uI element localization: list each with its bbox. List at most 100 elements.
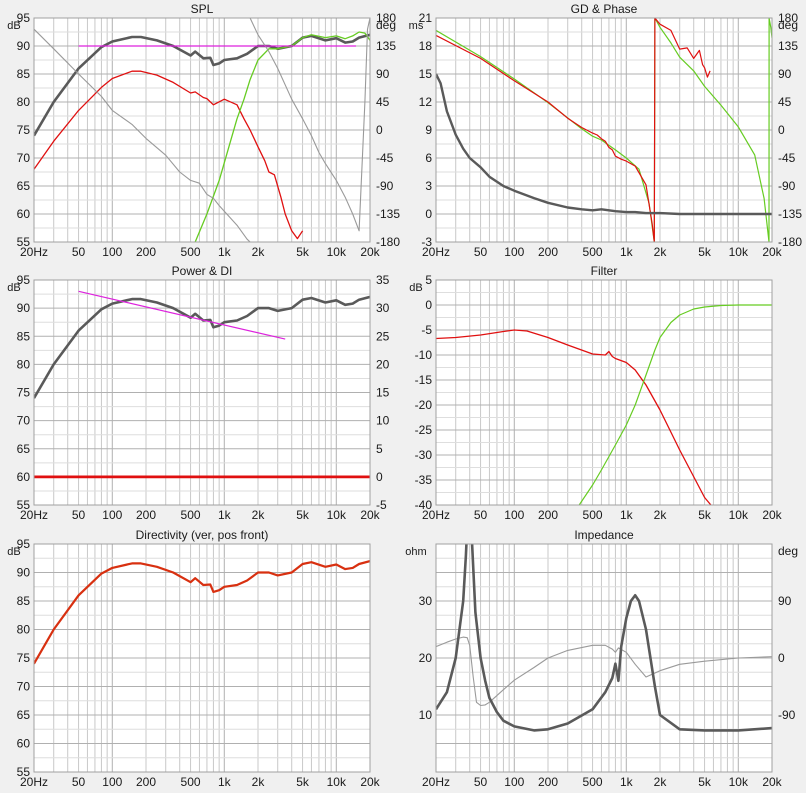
plot-border — [33, 543, 371, 773]
chart-title: Power & DI — [172, 264, 233, 278]
x-tick-label: 100 — [102, 775, 122, 788]
plot-border — [33, 17, 371, 243]
y2-tick-label: 90 — [778, 67, 792, 81]
x-tick-label: 50 — [474, 508, 488, 522]
y-tick-label: 85 — [17, 594, 31, 608]
y-tick-label: 70 — [17, 680, 31, 694]
y2-tick-label: -45 — [778, 151, 796, 165]
y2-tick-label: 90 — [778, 594, 792, 608]
x-tick-label: 200 — [538, 245, 558, 259]
y-tick-label: 80 — [17, 623, 31, 637]
x-tick-label: 2k — [252, 508, 266, 522]
x-tick-label: 200 — [136, 245, 156, 259]
x-tick-label: 50 — [474, 775, 488, 788]
x-tick-label: 20Hz — [422, 245, 450, 259]
y-tick-label: 95 — [17, 537, 31, 551]
series-line-1 — [34, 560, 370, 665]
x-tick-label: 5k — [296, 245, 310, 259]
series-line-4 — [34, 28, 253, 242]
series-line-1 — [436, 636, 772, 707]
y-tick-label: 6 — [425, 151, 432, 165]
x-tick-label: 2k — [654, 508, 668, 522]
x-tick-label: 5k — [698, 508, 712, 522]
y-tick-label: 55 — [17, 235, 31, 249]
x-tick-label: 50 — [474, 245, 488, 259]
x-tick-label: 20Hz — [422, 775, 450, 788]
x-tick-label: 50 — [72, 245, 86, 259]
x-tick-label: 500 — [181, 775, 201, 788]
x-tick-label: 10k — [729, 245, 749, 259]
x-tick-label: 1k — [620, 775, 634, 788]
y-tick-label: 95 — [17, 273, 31, 287]
y-tick-label: -35 — [415, 473, 433, 487]
y2-axis-unit: deg — [376, 18, 396, 32]
y-tick-label: 0 — [425, 298, 432, 312]
x-tick-label: 200 — [136, 508, 156, 522]
y2-tick-label: 135 — [778, 39, 798, 53]
y-tick-label: 85 — [17, 329, 31, 343]
x-tick-label: 500 — [583, 245, 603, 259]
y-tick-label: 9 — [425, 123, 432, 137]
x-tick-label: 20k — [762, 245, 782, 259]
y2-tick-label: -90 — [376, 179, 394, 193]
x-tick-label: 2k — [654, 775, 668, 788]
y2-tick-label: -180 — [778, 235, 802, 249]
series-line-2 — [436, 18, 711, 242]
x-tick-label: 1k — [620, 245, 634, 259]
y-tick-label: 3 — [425, 179, 432, 193]
y-tick-label: 5 — [425, 273, 432, 287]
y-tick-label: 85 — [17, 67, 31, 81]
x-tick-label: 20k — [762, 775, 782, 788]
series-line-1 — [436, 18, 772, 242]
x-tick-label: 5k — [296, 775, 310, 788]
x-tick-label: 20k — [762, 508, 782, 522]
y2-tick-label: 45 — [376, 95, 390, 109]
series-line-2 — [436, 544, 772, 732]
x-tick-label: 1k — [620, 508, 634, 522]
y-axis-unit: dB — [7, 20, 20, 32]
y-tick-label: 30 — [419, 594, 433, 608]
y-tick-label: 0 — [425, 207, 432, 221]
x-tick-label: 500 — [583, 775, 603, 788]
x-tick-label: 5k — [296, 508, 310, 522]
x-tick-label: 500 — [181, 245, 201, 259]
x-tick-label: 20Hz — [422, 508, 450, 522]
y2-tick-label: 10 — [376, 414, 390, 428]
x-tick-label: 50 — [72, 508, 86, 522]
x-tick-label: 20Hz — [20, 775, 48, 788]
chart-panel-2: GD & Phase 20Hz 50 100 200 500 1k 2k 5k 10k 20k -3 0… — [409, 2, 803, 259]
x-tick-label: 50 — [72, 775, 86, 788]
x-tick-label: 500 — [181, 508, 201, 522]
y-tick-label: 21 — [419, 11, 433, 25]
x-tick-label: 1k — [218, 775, 232, 788]
y2-tick-label: 15 — [376, 386, 390, 400]
y-tick-label: 65 — [17, 708, 31, 722]
y2-axis-unit: deg — [778, 18, 798, 32]
y2-tick-label: -90 — [778, 179, 796, 193]
y-tick-label: 75 — [17, 386, 31, 400]
x-tick-label: 1k — [218, 508, 232, 522]
y-tick-label: 65 — [17, 179, 31, 193]
x-tick-label: 100 — [102, 245, 122, 259]
x-tick-label: 100 — [504, 775, 524, 788]
plot-border — [435, 279, 773, 506]
x-tick-label: 100 — [504, 245, 524, 259]
x-tick-label: 10k — [327, 775, 347, 788]
y-tick-label: -20 — [415, 398, 433, 412]
x-tick-label: 500 — [583, 508, 603, 522]
x-tick-label: 1k — [218, 245, 232, 259]
y-tick-label: 10 — [419, 708, 433, 722]
y-tick-label: 18 — [419, 39, 433, 53]
chart-title: GD & Phase — [571, 2, 638, 16]
y-tick-label: 70 — [17, 414, 31, 428]
y2-tick-label: -135 — [778, 207, 802, 221]
y-tick-label: 12 — [419, 95, 433, 109]
y2-tick-label: 180 — [778, 11, 798, 25]
y-tick-label: -40 — [415, 498, 433, 512]
y2-tick-label: 0 — [376, 470, 383, 484]
x-tick-label: 100 — [504, 508, 524, 522]
